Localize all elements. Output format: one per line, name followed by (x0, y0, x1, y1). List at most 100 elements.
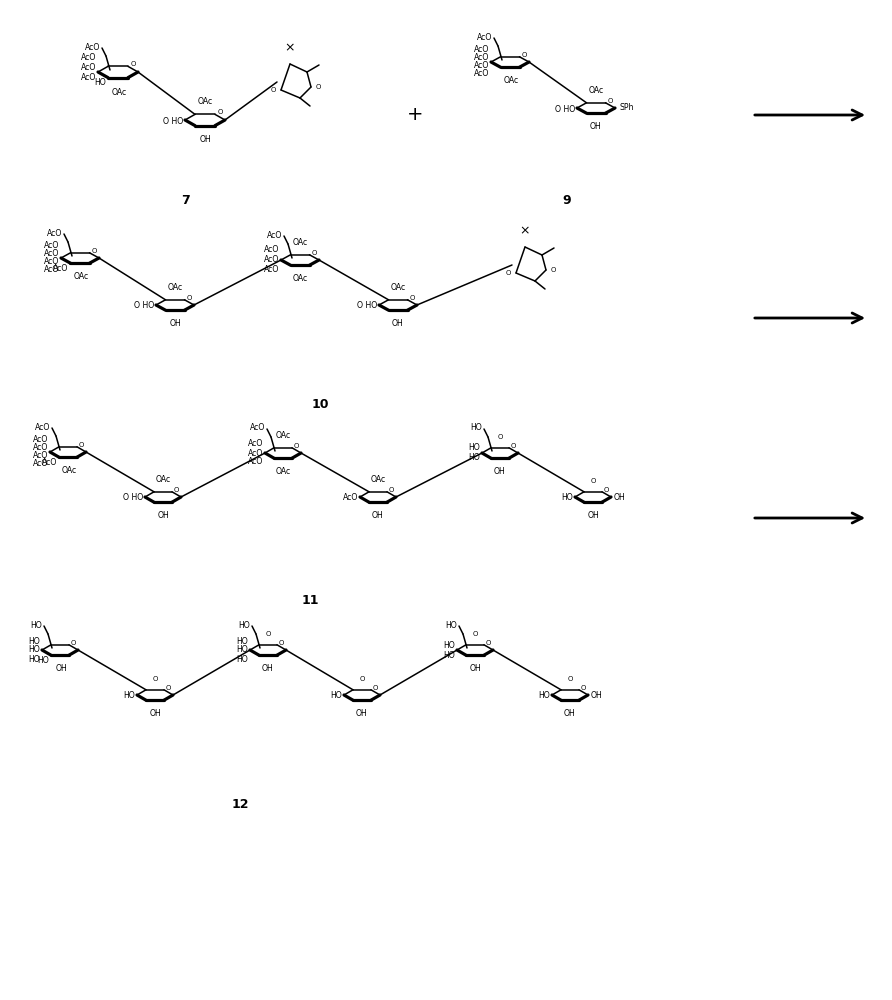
Text: OH: OH (55, 664, 67, 673)
Text: OAc: OAc (73, 272, 88, 281)
Text: O: O (359, 676, 365, 682)
Text: AcO: AcO (33, 460, 48, 468)
Text: +: + (407, 105, 423, 124)
Text: O: O (551, 267, 557, 273)
Text: 10: 10 (311, 398, 329, 412)
Text: AcO: AcO (248, 438, 263, 448)
Text: OAc: OAc (155, 475, 170, 484)
Text: AcO: AcO (248, 458, 263, 466)
Text: OAc: OAc (197, 97, 212, 106)
Text: OH: OH (372, 511, 384, 520)
Text: HO: HO (468, 454, 480, 462)
Text: OH: OH (494, 467, 506, 476)
Text: O: O (591, 478, 596, 484)
Text: OH: OH (262, 664, 274, 673)
Text: OAc: OAc (276, 467, 291, 476)
Text: HO: HO (443, 650, 455, 660)
Text: O: O (607, 98, 613, 104)
Text: HO: HO (95, 78, 106, 87)
Text: O HO: O HO (123, 493, 143, 502)
Text: O: O (604, 487, 609, 493)
Text: AcO: AcO (42, 458, 57, 467)
Text: OAc: OAc (62, 466, 77, 475)
Text: O: O (486, 640, 491, 646)
Text: OH: OH (356, 709, 368, 718)
Text: OH: OH (469, 664, 481, 673)
Text: O: O (498, 434, 503, 440)
Text: O: O (581, 685, 586, 691)
Text: O: O (92, 248, 97, 254)
Text: AcO: AcO (474, 53, 489, 62)
Text: HO: HO (236, 637, 248, 646)
Text: O HO: O HO (357, 302, 377, 310)
Text: O: O (293, 443, 299, 449)
Text: HO: HO (29, 637, 40, 646)
Text: HO: HO (30, 620, 42, 630)
Text: O HO: O HO (134, 302, 154, 310)
Text: AcO: AcO (80, 62, 96, 72)
Text: OAc: OAc (293, 238, 308, 247)
Text: AcO: AcO (44, 265, 59, 274)
Text: AcO: AcO (33, 452, 48, 460)
Text: AcO: AcO (33, 444, 48, 452)
Text: ×: × (520, 224, 530, 237)
Text: AcO: AcO (80, 53, 96, 62)
Text: AcO: AcO (343, 493, 358, 502)
Text: AcO: AcO (54, 264, 69, 273)
Text: HO: HO (445, 620, 457, 630)
Text: O: O (567, 676, 573, 682)
Text: O: O (389, 487, 394, 493)
Text: ×: × (285, 41, 295, 54)
Text: OH: OH (564, 709, 576, 718)
Text: AcO: AcO (264, 245, 279, 254)
Text: OAc: OAc (503, 76, 518, 85)
Text: O: O (218, 109, 223, 115)
Text: AcO: AcO (46, 229, 62, 237)
Text: OAc: OAc (276, 431, 291, 440)
Text: AcO: AcO (44, 241, 59, 250)
Text: OH: OH (591, 122, 602, 131)
Text: AcO: AcO (248, 448, 263, 458)
Text: HO: HO (29, 646, 40, 654)
Text: O: O (316, 84, 321, 90)
Text: 9: 9 (563, 194, 571, 207)
Text: OH: OH (591, 690, 603, 700)
Text: OAc: OAc (293, 274, 308, 283)
Text: HO: HO (236, 654, 248, 664)
Text: AcO: AcO (476, 32, 492, 41)
Text: AcO: AcO (35, 422, 50, 432)
Text: 11: 11 (301, 593, 318, 606)
Text: OAc: OAc (168, 283, 183, 292)
Text: O: O (511, 443, 516, 449)
Text: AcO: AcO (267, 231, 282, 239)
Text: OH: OH (157, 511, 169, 520)
Text: AcO: AcO (474, 45, 489, 54)
Text: SPh: SPh (619, 104, 633, 112)
Text: AcO: AcO (44, 249, 59, 258)
Text: O: O (506, 270, 511, 276)
Text: OAc: OAc (589, 86, 604, 95)
Text: OH: OH (169, 319, 181, 328)
Text: HO: HO (330, 692, 342, 700)
Text: AcO: AcO (250, 424, 265, 432)
Text: OH: OH (587, 511, 599, 520)
Text: OH: OH (199, 135, 211, 144)
Text: OH: OH (149, 709, 161, 718)
Text: AcO: AcO (264, 255, 279, 264)
Text: O: O (78, 442, 84, 448)
Text: O: O (279, 640, 285, 646)
Text: HO: HO (123, 692, 135, 700)
Text: O: O (153, 676, 158, 682)
Text: O: O (522, 52, 527, 58)
Text: 12: 12 (231, 798, 249, 812)
Text: HO: HO (29, 654, 40, 664)
Text: AcO: AcO (474, 70, 489, 79)
Text: AcO: AcO (474, 62, 489, 70)
Text: OH: OH (614, 492, 626, 502)
Text: OAc: OAc (112, 88, 127, 97)
Text: O: O (265, 631, 270, 637)
Text: AcO: AcO (80, 73, 96, 82)
Text: HO: HO (470, 424, 482, 432)
Text: AcO: AcO (33, 436, 48, 444)
Text: AcO: AcO (44, 257, 59, 266)
